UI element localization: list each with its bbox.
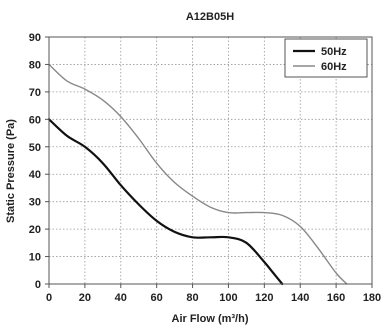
chart-title: A12B05H — [186, 11, 234, 23]
x-tick-label: 160 — [327, 292, 345, 304]
series-line-50hz — [47, 118, 284, 286]
y-tick-label: 50 — [29, 142, 41, 154]
legend-label: 60Hz — [321, 61, 347, 73]
y-axis-ticks: 0 10 20 30 40 50 60 70 80 90 — [29, 32, 49, 291]
x-tick-label: 140 — [291, 292, 309, 304]
x-tick-label: 20 — [79, 292, 91, 304]
x-tick-label: 120 — [255, 292, 273, 304]
y-tick-label: 30 — [29, 197, 41, 209]
x-tick-label: 40 — [115, 292, 127, 304]
x-tick-label: 180 — [363, 292, 381, 304]
y-tick-label: 80 — [29, 59, 41, 71]
y-tick-label: 20 — [29, 224, 41, 236]
x-tick-label: 60 — [151, 292, 163, 304]
y-tick-label: 40 — [29, 169, 41, 181]
x-axis-label: Air Flow (m³/h) — [172, 313, 249, 325]
x-axis-ticks: 0 20 40 60 80 100 120 140 160 180 — [46, 284, 381, 304]
x-tick-label: 80 — [186, 292, 198, 304]
y-tick-label: 70 — [29, 87, 41, 99]
series-layer — [47, 63, 348, 286]
y-axis-label: Static Pressure (Pa) — [5, 119, 17, 223]
legend-label: 50Hz — [321, 46, 347, 58]
y-tick-label: 10 — [29, 252, 41, 264]
y-tick-label: 0 — [35, 279, 41, 291]
legend: 50Hz 60Hz — [284, 38, 368, 78]
grid — [49, 37, 372, 284]
x-tick-label: 0 — [46, 292, 52, 304]
legend-box — [284, 38, 368, 78]
y-tick-label: 60 — [29, 114, 41, 126]
x-tick-label: 100 — [219, 292, 237, 304]
plot-frame — [48, 36, 373, 285]
series-line-60hz — [48, 63, 348, 285]
y-tick-label: 90 — [29, 32, 41, 44]
